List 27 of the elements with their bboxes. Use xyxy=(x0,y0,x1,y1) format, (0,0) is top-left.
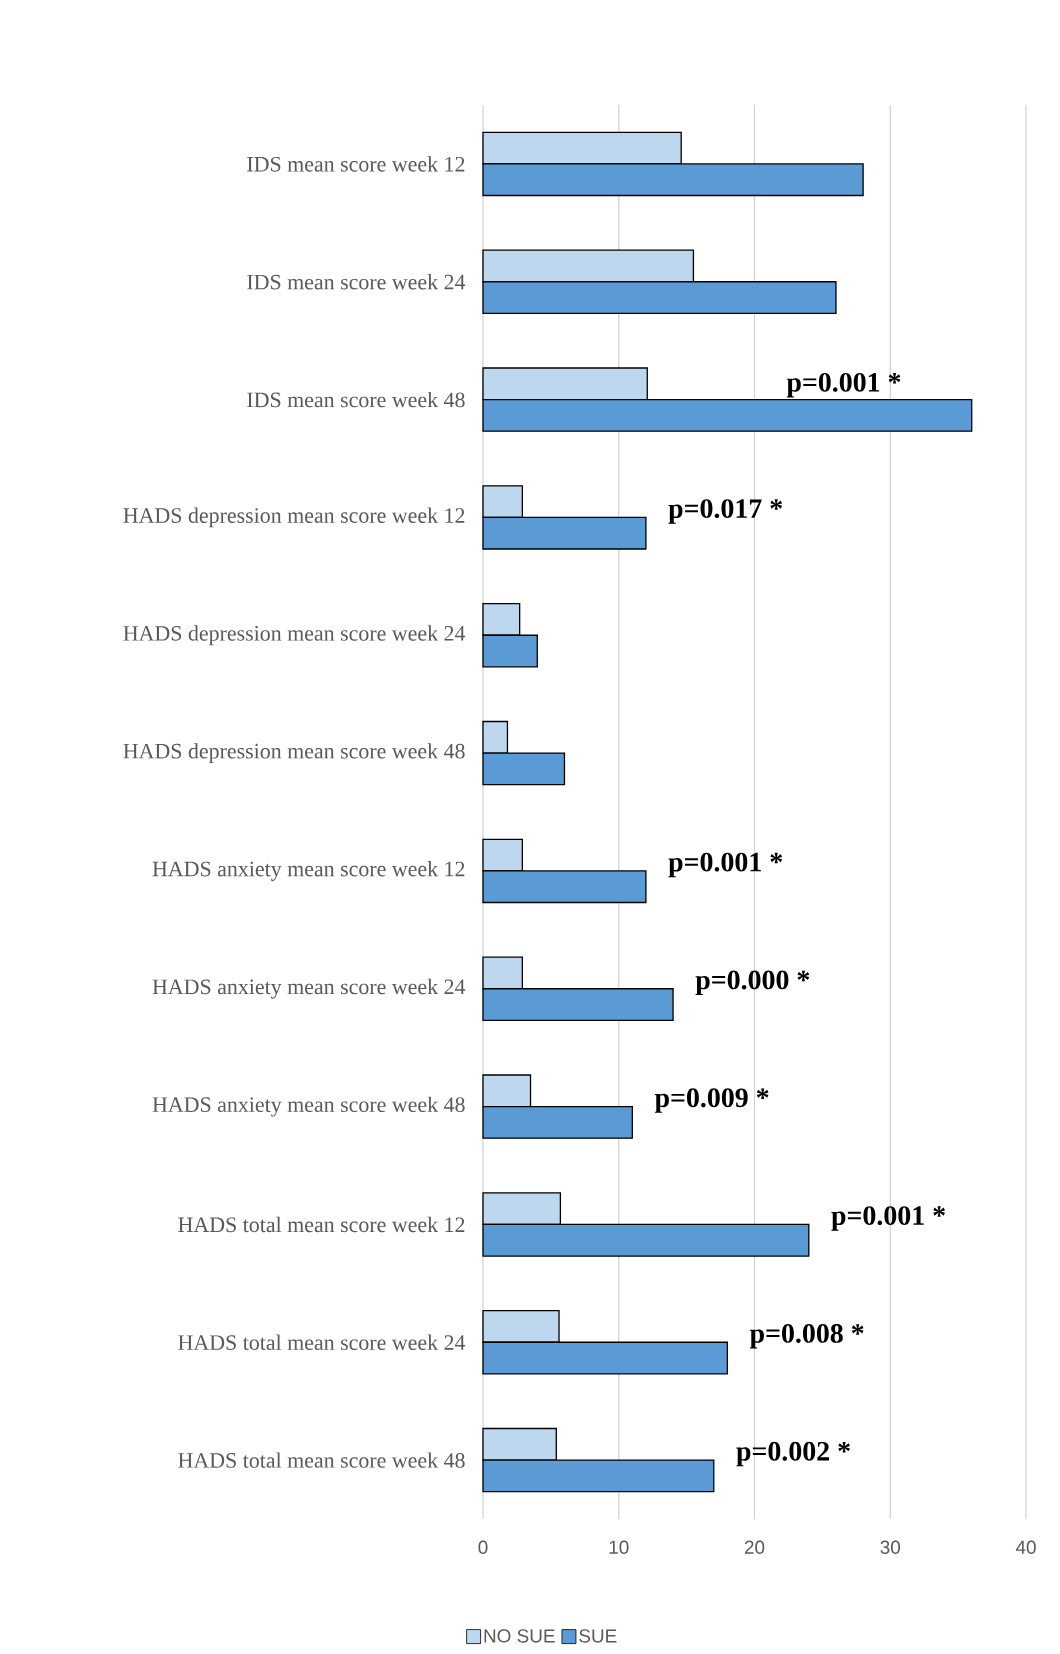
y-tick-label: HADS total mean score week 24 xyxy=(178,1334,466,1350)
y-tick-label: HADS total mean score week 12 xyxy=(178,1216,465,1233)
annotation: p=0.001 * xyxy=(668,852,783,878)
y-tick-label: HADS depression mean score week 12 xyxy=(123,507,465,528)
x-tick-label: 20 xyxy=(744,1540,765,1554)
y-tick-label: IDS mean score week 12 xyxy=(247,156,465,172)
x-tick-label: 0 xyxy=(478,1540,488,1554)
y-tick-label: HADS depression mean score week 24 xyxy=(123,625,466,646)
annotation: p=0.008 * xyxy=(749,1324,864,1349)
x-tick-label: 10 xyxy=(609,1540,629,1554)
annotation: p=0.000 * xyxy=(695,970,810,995)
annotation: p=0.017 * xyxy=(668,499,783,524)
y-tick-label: HADS anxiety mean score week 12 xyxy=(152,860,465,881)
y-tick-label: IDS mean score week 48 xyxy=(247,391,465,408)
annotation: p=0.001 * xyxy=(831,1206,945,1231)
y-tick-label: HADS depression mean score week 48 xyxy=(123,743,465,764)
legend-label: NO SUE xyxy=(484,1629,555,1643)
x-tick-label: 40 xyxy=(1015,1540,1036,1554)
legend-label: SUE xyxy=(579,1629,617,1643)
y-tick-label: IDS mean score week 24 xyxy=(247,274,466,290)
annotation: p=0.001 * xyxy=(786,372,901,398)
y-tick-label: HADS anxiety mean score week 24 xyxy=(152,978,466,999)
y-tick-label: HADS anxiety mean score week 48 xyxy=(152,1096,465,1117)
annotation: p=0.009 * xyxy=(654,1088,769,1113)
x-tick-label: 30 xyxy=(880,1540,901,1554)
annotation: p=0.002 * xyxy=(736,1441,850,1467)
y-tick-label: HADS total mean score week 48 xyxy=(178,1452,465,1468)
